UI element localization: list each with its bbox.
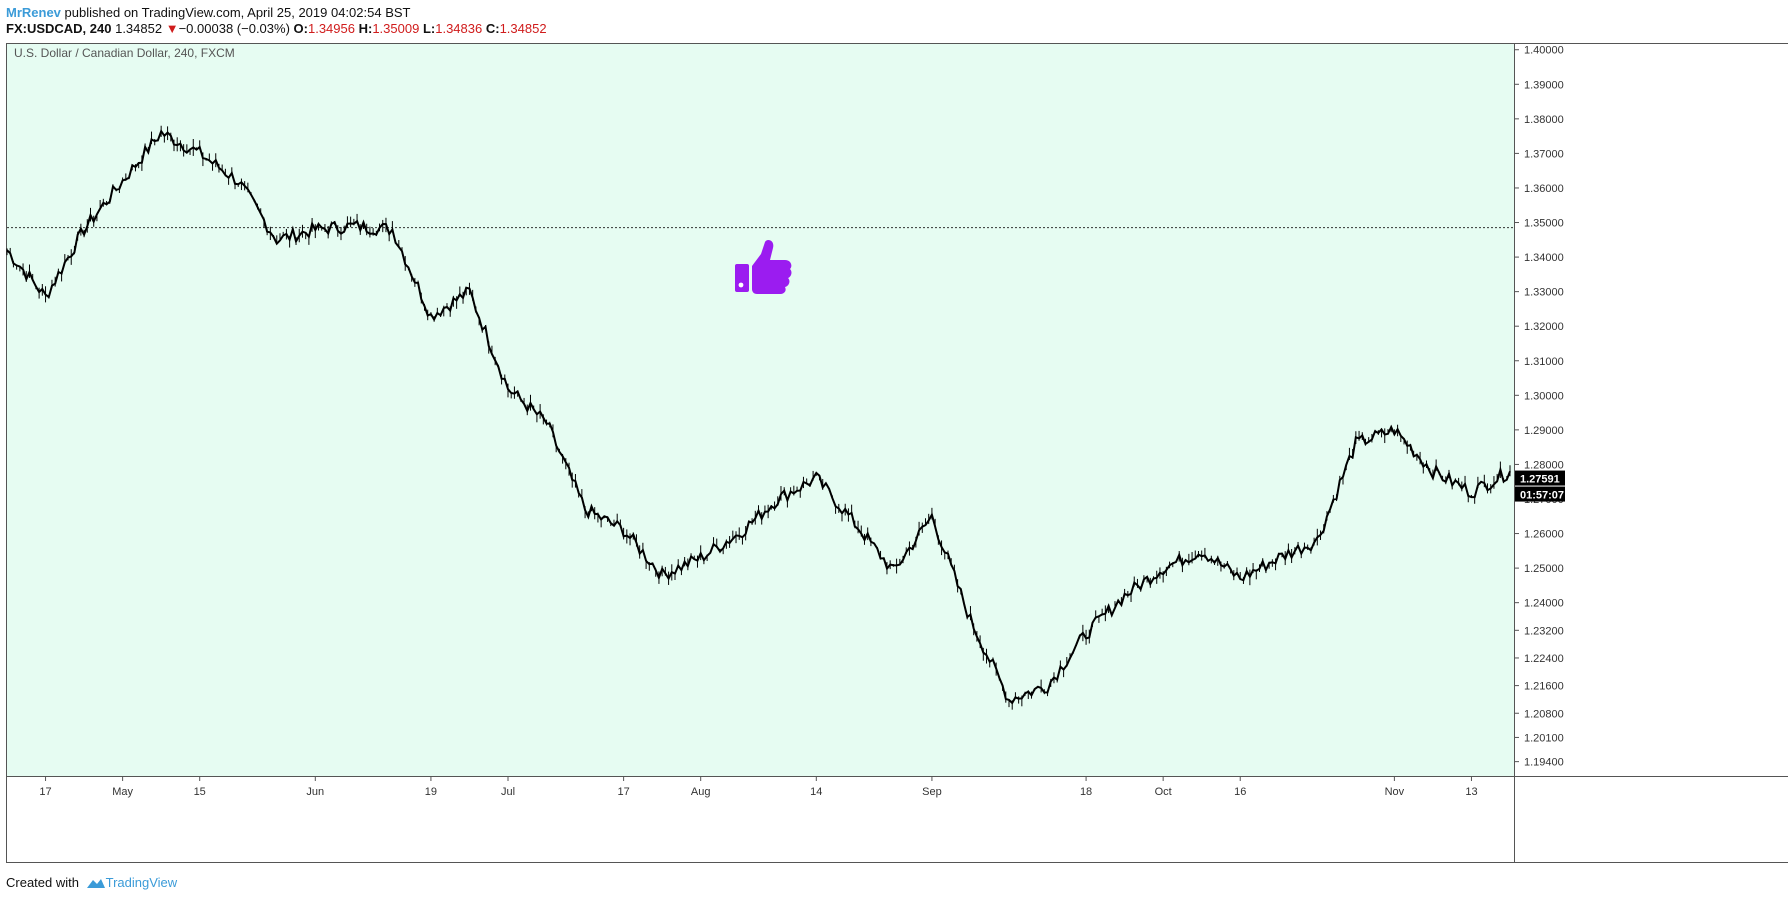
countdown-label-bg xyxy=(1515,486,1565,502)
tradingview-logo-icon xyxy=(86,879,105,888)
last-price-label: 1.27591 xyxy=(1520,474,1560,486)
tradingview-link[interactable]: TradingView xyxy=(105,875,178,890)
price-chart[interactable]: U.S. Dollar / Canadian Dollar, 240, FXCM… xyxy=(6,43,1788,863)
y-tick-label: 1.37000 xyxy=(1524,148,1564,160)
y-tick-label: 1.36000 xyxy=(1524,183,1564,195)
low-label: L: xyxy=(422,21,436,36)
y-tick-label: 1.23200 xyxy=(1524,625,1564,637)
x-tick-label: 15 xyxy=(194,786,206,798)
plot-area[interactable] xyxy=(7,44,1514,776)
x-tick-label: 19 xyxy=(425,786,437,798)
y-tick-label: 1.40000 xyxy=(1524,45,1564,57)
x-tick-label: Jul xyxy=(501,786,515,798)
publish-info: MrRenev published on TradingView.com, Ap… xyxy=(6,5,410,21)
price-series-line xyxy=(6,129,1511,705)
x-tick-label: Nov xyxy=(1385,786,1405,798)
x-tick-label: May xyxy=(112,786,133,798)
open-value: 1.34956 xyxy=(307,21,355,36)
y-tick-label: 1.35000 xyxy=(1524,218,1564,230)
close-label: C: xyxy=(485,21,500,36)
chart-container[interactable]: U.S. Dollar / Canadian Dollar, 240, FXCM… xyxy=(6,43,1788,863)
x-tick-label: 17 xyxy=(39,786,51,798)
high-value: 1.35009 xyxy=(372,21,420,36)
y-tick-label: 1.28000 xyxy=(1524,459,1564,471)
change-arrow-icon: ▼ xyxy=(165,21,179,36)
y-tick-label: 1.20100 xyxy=(1524,732,1564,744)
y-tick-label: 1.25000 xyxy=(1524,563,1564,575)
last-price-label-bg xyxy=(1515,470,1565,486)
y-tick-label: 1.29000 xyxy=(1524,425,1564,437)
author-name[interactable]: MrRenev xyxy=(6,5,61,20)
y-tick-label: 1.24000 xyxy=(1524,598,1564,610)
footer: Created with TradingView xyxy=(6,875,177,891)
y-tick-label: 1.33000 xyxy=(1524,287,1564,299)
y-tick-label: 1.31000 xyxy=(1524,356,1564,368)
chart-title: U.S. Dollar / Canadian Dollar, 240, FXCM xyxy=(14,46,235,60)
change-value: −0.00038 (−0.03%) xyxy=(178,21,290,36)
y-tick-label: 1.39000 xyxy=(1524,79,1564,91)
high-label: H: xyxy=(358,21,373,36)
symbol-label: FX:USDCAD, 240 xyxy=(6,21,112,36)
created-with-text: Created with xyxy=(6,875,79,890)
y-tick-label: 1.26000 xyxy=(1524,529,1564,541)
y-tick-label: 1.32000 xyxy=(1524,321,1564,333)
x-tick-label: 18 xyxy=(1080,786,1092,798)
x-tick-label: Sep xyxy=(922,786,942,798)
last-price: 1.34852 xyxy=(115,21,163,36)
y-tick-label: 1.22400 xyxy=(1524,653,1564,665)
y-tick-label: 1.21600 xyxy=(1524,681,1564,693)
thumbs-up-icon xyxy=(735,240,792,294)
y-tick-label: 1.38000 xyxy=(1524,114,1564,126)
x-tick-label: 17 xyxy=(617,786,629,798)
low-value: 1.34836 xyxy=(435,21,483,36)
countdown-label: 01:57:07 xyxy=(1520,490,1564,502)
x-tick-label: Aug xyxy=(691,786,711,798)
close-value: 1.34852 xyxy=(499,21,547,36)
y-tick-label: 1.19400 xyxy=(1524,757,1564,769)
x-tick-label: 16 xyxy=(1234,786,1246,798)
publish-text: published on TradingView.com, April 25, … xyxy=(64,5,411,20)
x-tick-label: 14 xyxy=(810,786,822,798)
y-tick-label: 1.20800 xyxy=(1524,708,1564,720)
open-label: O: xyxy=(293,21,308,36)
x-tick-label: 13 xyxy=(1465,786,1477,798)
x-tick-label: Jun xyxy=(306,786,324,798)
y-tick-label: 1.30000 xyxy=(1524,390,1564,402)
symbol-info: FX:USDCAD, 240 1.34852 ▼−0.00038 (−0.03%… xyxy=(6,21,547,37)
x-tick-label: Oct xyxy=(1155,786,1172,798)
y-tick-label: 1.34000 xyxy=(1524,252,1564,264)
